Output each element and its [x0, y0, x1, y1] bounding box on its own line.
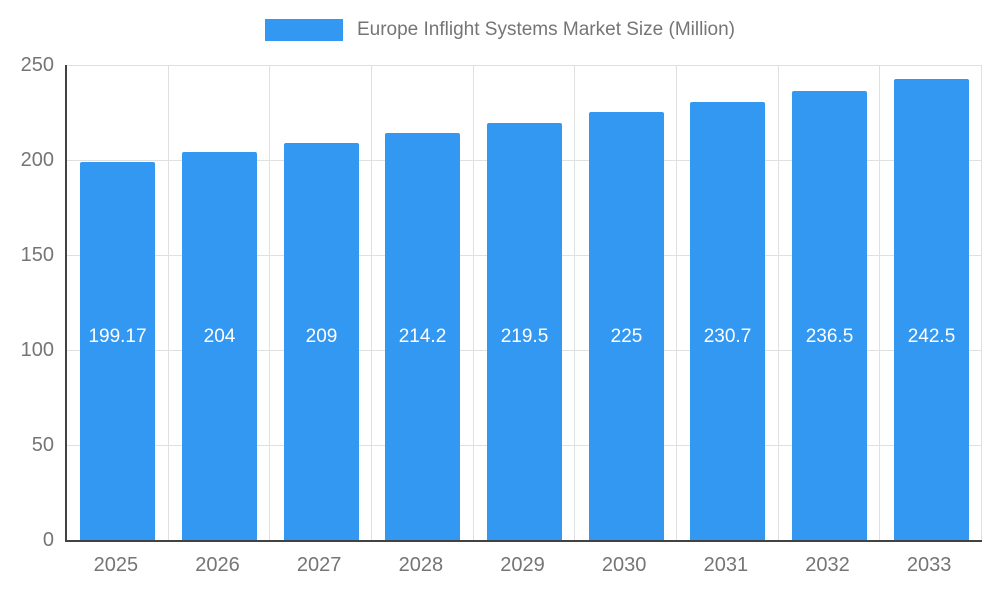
- plot-area: 199.17 204 209 214.2 219.5 225 230.7 236.5 242.5: [65, 65, 982, 542]
- gridline-vertical: [676, 65, 677, 540]
- gridline-vertical: [778, 65, 779, 540]
- bar-2033[interactable]: 242.5: [894, 79, 969, 540]
- chart-legend: Europe Inflight Systems Market Size (Mil…: [0, 16, 1000, 44]
- gridline-vertical: [473, 65, 474, 540]
- gridline-vertical: [879, 65, 880, 540]
- y-axis-tick-label: 0: [42, 529, 54, 551]
- bar-2029[interactable]: 219.5: [487, 123, 562, 540]
- legend-label[interactable]: Europe Inflight Systems Market Size (Mil…: [356, 19, 735, 40]
- y-axis-tick-label: 100: [20, 339, 54, 361]
- y-axis-tick-label: 250: [20, 54, 54, 76]
- bar-value-label: 242.5: [907, 326, 956, 347]
- bar-value-label: 230.7: [703, 326, 752, 347]
- gridline-vertical: [574, 65, 575, 540]
- bar-value-label: 236.5: [805, 326, 854, 347]
- gridline-vertical: [269, 65, 270, 540]
- x-axis-tick-label: 2032: [805, 554, 850, 576]
- x-axis-tick-label: 2026: [195, 554, 240, 576]
- x-axis-tick-label: 2033: [906, 554, 952, 576]
- x-axis-tick-label: 2025: [93, 554, 139, 576]
- bar-value-label: 209: [305, 326, 338, 347]
- bar-2027[interactable]: 209: [284, 143, 359, 540]
- gridline-vertical: [981, 65, 982, 540]
- bar-2026[interactable]: 204: [182, 152, 257, 540]
- x-axis-tick-label: 2030: [601, 554, 647, 576]
- x-axis-tick-label: 2029: [500, 554, 545, 576]
- y-axis-tick-label: 200: [20, 149, 54, 171]
- gridline-vertical: [168, 65, 169, 540]
- bar-value-label: 225: [610, 326, 643, 347]
- bar-value-label: 204: [203, 326, 236, 347]
- bar-value-label: 219.5: [500, 326, 549, 347]
- gridline-vertical: [371, 65, 372, 540]
- bar-2030[interactable]: 225: [589, 112, 664, 540]
- bar-2032[interactable]: 236.5: [792, 91, 867, 540]
- bar-2028[interactable]: 214.2: [385, 133, 460, 540]
- y-axis-tick-label: 50: [31, 434, 54, 456]
- bar-2025[interactable]: 199.17: [80, 162, 155, 540]
- bar-2031[interactable]: 230.7: [690, 102, 765, 540]
- bar-value-label: 199.17: [88, 326, 147, 347]
- x-axis-tick-label: 2027: [296, 554, 342, 576]
- bar-value-label: 214.2: [398, 326, 447, 347]
- y-axis-tick-label: 150: [20, 244, 54, 266]
- legend-swatch[interactable]: [264, 19, 343, 41]
- gridline-horizontal: [67, 65, 982, 66]
- x-axis-tick-label: 2031: [703, 554, 749, 576]
- x-axis-tick-label: 2028: [398, 554, 444, 576]
